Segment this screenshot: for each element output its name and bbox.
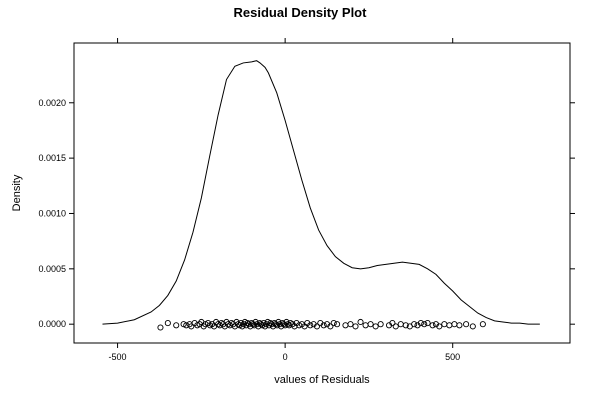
rug-point xyxy=(260,320,267,327)
rug-point xyxy=(372,323,379,330)
rug-point xyxy=(164,320,171,327)
rug-point xyxy=(284,321,291,328)
rug-point xyxy=(377,321,384,328)
rug-point xyxy=(334,321,341,328)
plot-frame xyxy=(73,42,571,344)
rug-point xyxy=(402,322,409,329)
y-tick-label: 0.0015 xyxy=(38,153,66,163)
rug-point xyxy=(424,320,431,327)
rug-point xyxy=(446,322,453,329)
rug-points xyxy=(157,318,486,331)
rug-point xyxy=(357,318,364,326)
x-axis-label: values of Residuals xyxy=(274,374,370,386)
rug-point xyxy=(307,322,314,329)
rug-point xyxy=(330,320,337,327)
rug-point xyxy=(352,323,359,330)
x-tick-label: 0 xyxy=(283,352,288,362)
rug-point xyxy=(313,323,321,330)
axis-ticks: -500 0 500 0.0000 0.0005 0.0010 0.0015 0.0020 xyxy=(38,38,575,362)
rug-point xyxy=(479,321,486,328)
rug-point xyxy=(274,322,281,329)
rug-point xyxy=(421,321,428,328)
rug-point xyxy=(188,323,195,330)
chart-title: Residual Density Plot xyxy=(234,5,368,20)
rug-point xyxy=(173,322,180,329)
rug-point xyxy=(282,322,289,329)
rug-point xyxy=(417,320,424,327)
rug-point xyxy=(347,321,354,328)
y-tick-label: 0.0005 xyxy=(38,264,66,274)
rug-point xyxy=(367,321,374,328)
y-tick-label: 0.0020 xyxy=(38,98,66,108)
rug-point xyxy=(237,320,244,327)
rug-point xyxy=(411,321,418,328)
x-tick-label: -500 xyxy=(109,352,127,362)
rug-point xyxy=(436,323,443,330)
rug-point xyxy=(157,324,164,331)
rug-point xyxy=(456,322,463,329)
density-line xyxy=(102,60,540,325)
y-axis-label: Density xyxy=(11,174,23,211)
rug-point xyxy=(180,321,187,328)
rug-point xyxy=(397,321,404,328)
y-tick-label: 0.0000 xyxy=(38,319,66,329)
rug-point xyxy=(392,323,399,330)
rug-point xyxy=(320,322,327,329)
rug-point xyxy=(327,323,334,330)
rug-point xyxy=(429,322,436,329)
rug-point xyxy=(451,321,458,328)
rug-point xyxy=(342,322,349,329)
y-tick-label: 0.0010 xyxy=(38,208,66,218)
rug-point xyxy=(389,320,396,327)
rug-point xyxy=(463,321,470,328)
x-tick-label: 500 xyxy=(445,352,460,362)
rug-point xyxy=(441,321,448,328)
rug-point xyxy=(469,323,476,330)
rug-point xyxy=(362,322,369,329)
rug-point xyxy=(251,322,258,329)
